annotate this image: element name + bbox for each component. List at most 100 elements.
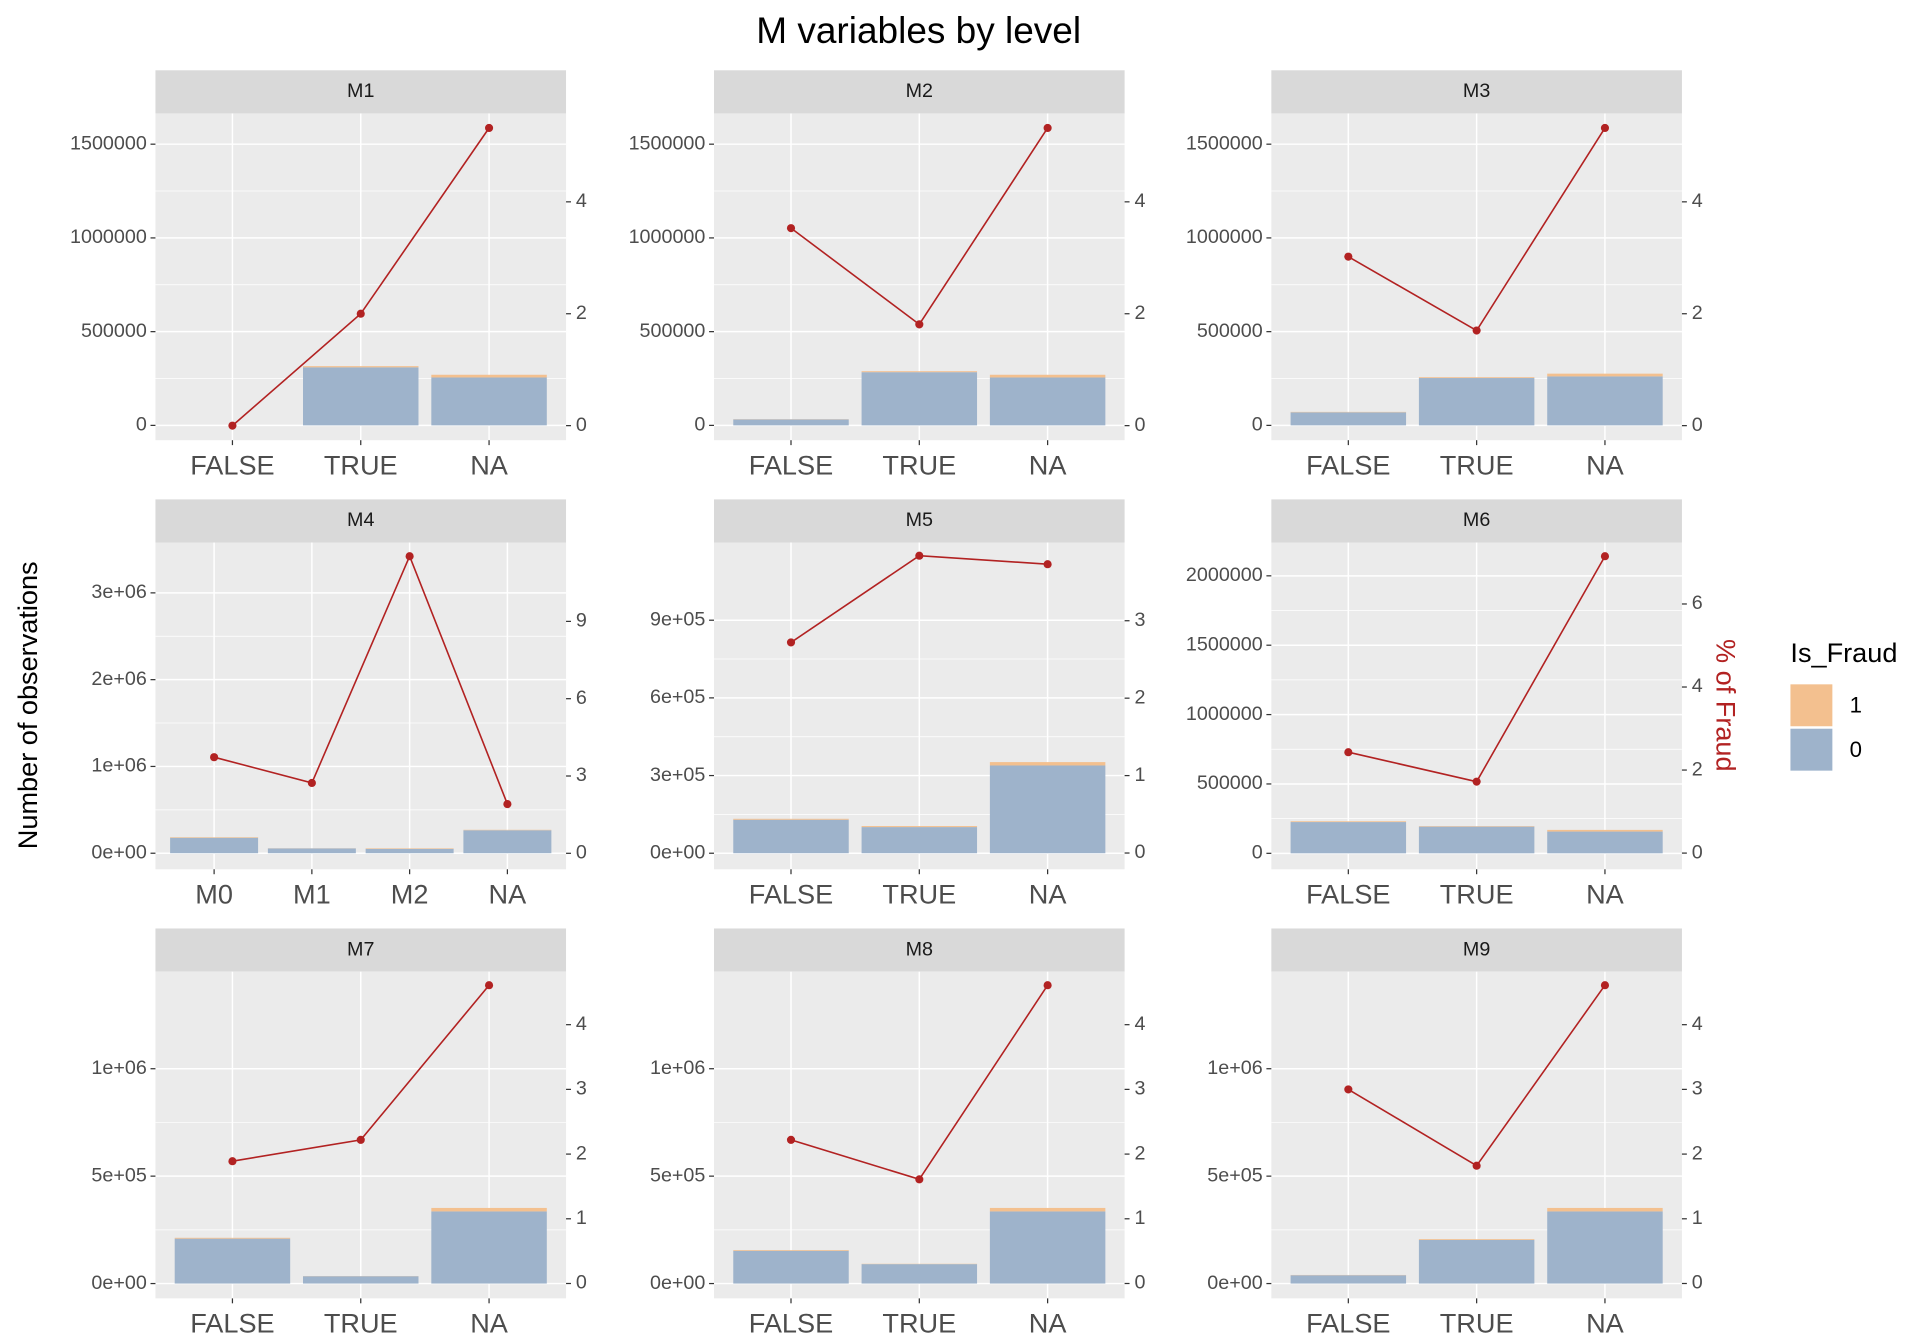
x-tick-label: FALSE <box>1306 879 1390 910</box>
fraud-point <box>1043 981 1052 990</box>
bar-segment <box>989 1207 1106 1212</box>
bar-segment <box>1547 831 1663 854</box>
y2-tick-label: 4 <box>1134 1013 1145 1035</box>
bar-segment <box>431 1207 547 1212</box>
y2-tick-label: 0 <box>576 1272 587 1294</box>
panel-title: M2 <box>906 80 933 102</box>
y2-tick-label: 6 <box>576 687 587 709</box>
y-tick-label: 2e+06 <box>91 668 146 690</box>
bar-segment <box>303 1276 419 1284</box>
y2-tick-label: 1 <box>1134 1207 1145 1229</box>
strip <box>714 928 1125 972</box>
y2-tick-label: 2 <box>1134 302 1145 324</box>
x-tick-label: TRUE <box>324 449 398 480</box>
strip <box>155 499 567 543</box>
y-tick-label: 0 <box>136 414 147 436</box>
bar-segment <box>861 826 978 828</box>
x-tick-label: TRUE <box>1440 1308 1514 1339</box>
fraud-point <box>1344 252 1353 261</box>
y2-tick-label: 2 <box>1692 758 1703 780</box>
x-tick-label: FALSE <box>190 449 274 480</box>
y-tick-label: 1e+06 <box>91 1057 146 1079</box>
bar-segment <box>989 762 1106 766</box>
legend-label: 0 <box>1850 737 1862 762</box>
y-tick-label: 0e+00 <box>650 841 705 863</box>
y2-tick-label: 0 <box>576 414 587 436</box>
y-tick-label: 1500000 <box>70 132 147 154</box>
x-tick-label: FALSE <box>749 449 833 480</box>
x-tick-label: TRUE <box>1440 449 1514 480</box>
panel-background <box>155 542 567 870</box>
y2-tick-label: 2 <box>1134 1142 1145 1164</box>
y2-tick-label: 4 <box>1134 190 1145 212</box>
y-tick-label: 0e+00 <box>91 841 146 863</box>
fraud-point <box>915 551 924 560</box>
fraud-point <box>1344 748 1353 757</box>
y-tick-label: 500000 <box>640 320 706 342</box>
fraud-point <box>1043 123 1052 133</box>
y-tick-label: 1e+06 <box>1207 1057 1262 1079</box>
fraud-point <box>915 1175 924 1184</box>
fraud-point <box>228 1157 237 1166</box>
y2-tick-label: 4 <box>1692 675 1703 697</box>
fraud-point <box>1043 560 1052 569</box>
fraud-point <box>1472 326 1481 335</box>
strip <box>1271 70 1682 114</box>
x-tick-label: M1 <box>293 879 331 910</box>
x-tick-label: NA <box>470 449 509 480</box>
bar-segment <box>1418 826 1535 854</box>
bar-segment <box>431 374 547 378</box>
y2-tick-label: 0 <box>576 842 587 864</box>
panel-title: M4 <box>347 509 374 531</box>
x-tick-label: TRUE <box>882 879 956 910</box>
x-tick-label: M2 <box>391 879 429 910</box>
x-tick-label: NA <box>1586 879 1625 910</box>
y2-tick-label: 0 <box>1692 1272 1703 1294</box>
bar-segment <box>861 372 978 426</box>
legend-key <box>1790 684 1833 727</box>
y-tick-label: 1500000 <box>629 132 706 154</box>
y-tick-label: 500000 <box>1197 320 1263 342</box>
bar-segment <box>1418 1239 1535 1284</box>
y2-tick-label: 0 <box>1692 841 1703 863</box>
y-tick-label: 1e+06 <box>91 755 146 777</box>
fraud-point <box>1600 123 1610 133</box>
fraud-point <box>1600 981 1610 990</box>
fraud-point <box>1472 1161 1481 1170</box>
y2-tick-label: 3 <box>1692 1078 1703 1100</box>
y-tick-label: 1000000 <box>1186 226 1263 248</box>
bar-segment <box>303 366 419 368</box>
bar-segment <box>267 848 356 854</box>
y2-tick-label: 0 <box>1692 414 1703 436</box>
y2-tick-label: 1 <box>1134 764 1145 786</box>
x-tick-label: FALSE <box>1306 449 1390 480</box>
bar-segment <box>1290 822 1407 854</box>
x-tick-label: TRUE <box>324 1308 398 1339</box>
bar-segment <box>733 818 849 820</box>
y2-tick-label: 2 <box>576 302 587 324</box>
x-tick-label: FALSE <box>749 1308 833 1339</box>
legend-title: Is_Fraud <box>1790 637 1897 668</box>
fraud-point <box>228 421 237 430</box>
x-tick-label: TRUE <box>882 1308 956 1339</box>
fraud-point <box>786 224 796 233</box>
bar-segment <box>431 1211 547 1284</box>
bar-segment <box>1290 821 1407 823</box>
fraud-point <box>1600 552 1610 561</box>
bar-segment <box>1290 412 1407 426</box>
bar-segment <box>1418 1239 1535 1240</box>
y2-tick-label: 6 <box>1692 592 1703 614</box>
bar-segment <box>303 367 419 426</box>
x-tick-label: NA <box>1029 879 1068 910</box>
y2-tick-label: 4 <box>576 190 587 212</box>
bar-segment <box>989 374 1106 378</box>
legend-key <box>1790 728 1833 771</box>
x-tick-label: FALSE <box>749 879 833 910</box>
y-tick-label: 500000 <box>81 320 147 342</box>
y-tick-label: 1500000 <box>1186 132 1263 154</box>
y-tick-label: 0e+00 <box>1207 1272 1262 1294</box>
y-tick-label: 0 <box>694 414 705 436</box>
y-tick-label: 0e+00 <box>650 1272 705 1294</box>
y-tick-label: 1000000 <box>629 226 706 248</box>
